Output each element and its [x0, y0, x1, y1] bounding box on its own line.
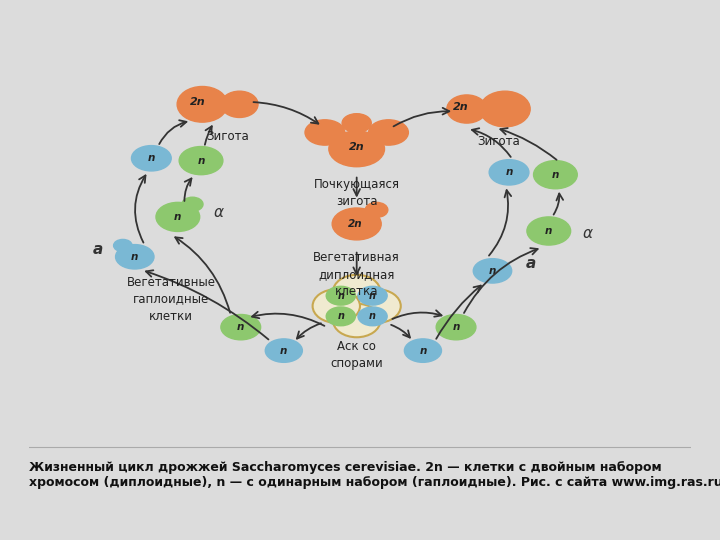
Ellipse shape — [436, 314, 476, 340]
Text: n: n — [280, 346, 287, 356]
Ellipse shape — [534, 160, 577, 189]
Ellipse shape — [333, 275, 380, 308]
Text: n: n — [174, 212, 181, 222]
Text: n: n — [552, 170, 559, 180]
Ellipse shape — [312, 289, 360, 323]
Ellipse shape — [156, 202, 199, 232]
Circle shape — [177, 86, 228, 122]
Text: Аск со
спорами: Аск со спорами — [330, 340, 383, 370]
Text: n: n — [148, 153, 155, 163]
Text: Жизненный цикл дрожжей Saccharomyces cerevisiae. 2n — клетки с двойным набором
х: Жизненный цикл дрожжей Saccharomyces cer… — [29, 461, 720, 489]
Text: n: n — [489, 266, 496, 276]
Ellipse shape — [179, 146, 223, 175]
Text: n: n — [337, 291, 344, 301]
Ellipse shape — [132, 146, 171, 171]
Text: 2n: 2n — [190, 97, 205, 107]
Text: n: n — [131, 252, 138, 262]
Text: n: n — [237, 322, 245, 332]
Circle shape — [447, 95, 487, 123]
Ellipse shape — [326, 307, 356, 326]
Ellipse shape — [221, 314, 261, 340]
Ellipse shape — [358, 307, 387, 326]
Circle shape — [480, 91, 530, 127]
Text: α: α — [582, 226, 593, 241]
Text: n: n — [197, 156, 204, 166]
Ellipse shape — [265, 339, 302, 362]
Ellipse shape — [405, 339, 441, 362]
Ellipse shape — [332, 208, 381, 240]
Ellipse shape — [489, 160, 529, 185]
Text: n: n — [452, 322, 460, 332]
Ellipse shape — [333, 303, 380, 338]
Text: a: a — [93, 242, 104, 257]
Ellipse shape — [369, 120, 408, 145]
Ellipse shape — [365, 202, 388, 218]
Text: 2n: 2n — [349, 141, 364, 152]
Ellipse shape — [473, 259, 512, 283]
Text: Вегетативные
гаплоидные
клетки: Вегетативные гаплоидные клетки — [127, 275, 216, 322]
Text: Вегетативная
диплоидная
клетка: Вегетативная диплоидная клетка — [313, 251, 400, 298]
Text: n: n — [505, 167, 513, 177]
Ellipse shape — [326, 286, 356, 305]
Text: Зигота: Зигота — [478, 135, 521, 148]
Ellipse shape — [329, 131, 384, 167]
Text: n: n — [545, 226, 552, 236]
Text: n: n — [369, 312, 376, 321]
Ellipse shape — [474, 100, 498, 118]
Circle shape — [221, 91, 258, 118]
Ellipse shape — [116, 245, 154, 269]
Text: 2n: 2n — [453, 102, 469, 112]
Ellipse shape — [182, 197, 203, 211]
Ellipse shape — [209, 97, 233, 112]
Text: α: α — [214, 205, 224, 220]
Text: Зигота: Зигота — [206, 130, 249, 143]
Ellipse shape — [342, 114, 372, 132]
Text: n: n — [369, 291, 376, 301]
Ellipse shape — [527, 217, 571, 245]
Text: Почкующаяся
зигота: Почкующаяся зигота — [314, 178, 400, 208]
Text: a: a — [526, 256, 536, 271]
Ellipse shape — [114, 239, 132, 252]
Ellipse shape — [358, 286, 387, 305]
Ellipse shape — [354, 289, 401, 323]
Text: 2n: 2n — [348, 219, 363, 229]
Ellipse shape — [305, 120, 345, 145]
Text: n: n — [419, 346, 427, 356]
Text: n: n — [337, 312, 344, 321]
